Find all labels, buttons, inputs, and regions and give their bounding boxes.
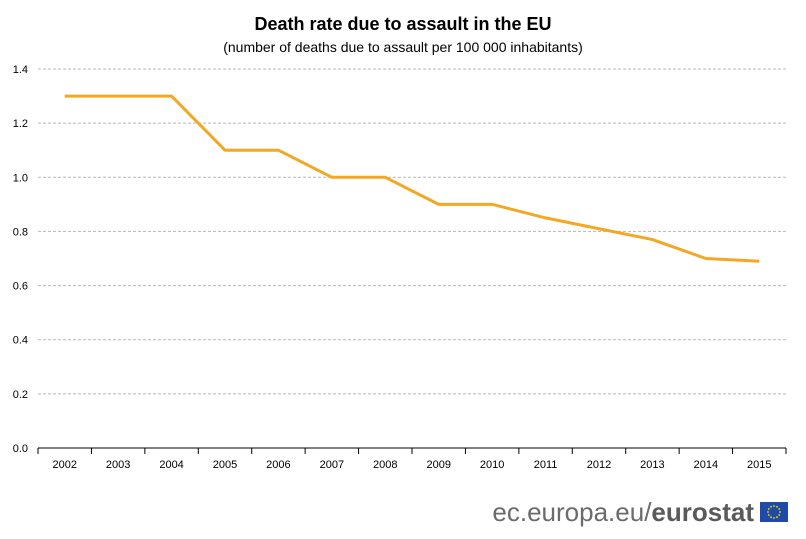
x-tick-label: 2011	[534, 459, 558, 471]
x-tick-label: 2002	[52, 459, 76, 471]
grid-lines	[38, 68, 786, 395]
flag-star	[773, 505, 775, 507]
y-axis-ticks: 0.0 0.2 0.4 0.6 0.8 1.0 1.2 1.4	[13, 64, 28, 455]
flag-star	[778, 508, 781, 510]
flag-star	[773, 517, 775, 519]
footer-credit: ec.europa.eu/ eurostat	[492, 497, 788, 527]
x-tick-label: 2009	[426, 459, 450, 471]
y-tick-label: 1.0	[13, 172, 28, 184]
flag-star	[770, 505, 772, 508]
x-tick-label: 2014	[694, 459, 718, 471]
flag-star	[776, 516, 778, 519]
y-tick-label: 1.4	[13, 64, 28, 76]
flag-star	[770, 516, 772, 519]
x-tick-label: 2010	[480, 459, 504, 471]
x-tick-label: 2015	[747, 459, 771, 471]
series-line	[64, 94, 760, 263]
chart-subtitle: (number of deaths due to assault per 100…	[223, 39, 583, 55]
x-tick-label: 2003	[106, 459, 130, 471]
x-tick-label: 2007	[320, 459, 344, 471]
x-tick-label: 2012	[587, 459, 611, 471]
x-tick-label: 2004	[159, 459, 183, 471]
x-tick-label: 2008	[373, 459, 397, 471]
x-axis: 2002 2003 2004 2005 2006 2007 2008 2009 2010 2011…	[37, 447, 787, 471]
y-tick-label: 1.2	[13, 118, 28, 130]
y-tick-label: 0.8	[13, 226, 28, 238]
flag-star	[767, 514, 770, 516]
y-tick-label: 0.0	[13, 443, 28, 455]
flag-star	[778, 514, 781, 516]
flag-star	[776, 505, 778, 508]
x-tick-label: 2005	[213, 459, 237, 471]
footer-url: ec.europa.eu/	[492, 496, 652, 527]
flag-star	[767, 508, 770, 510]
chart-title: Death rate due to assault in the EU	[254, 14, 552, 34]
y-tick-label: 0.4	[13, 335, 28, 347]
x-tick-label: 2006	[266, 459, 290, 471]
x-tick-label: 2013	[640, 459, 664, 471]
flag-star	[767, 511, 769, 513]
series-layer	[64, 94, 760, 263]
flag-star	[779, 511, 781, 513]
eu-flag-icon	[760, 502, 788, 522]
footer-brand: eurostat	[651, 496, 754, 527]
y-tick-label: 0.2	[13, 389, 28, 401]
y-tick-label: 0.6	[13, 281, 28, 293]
